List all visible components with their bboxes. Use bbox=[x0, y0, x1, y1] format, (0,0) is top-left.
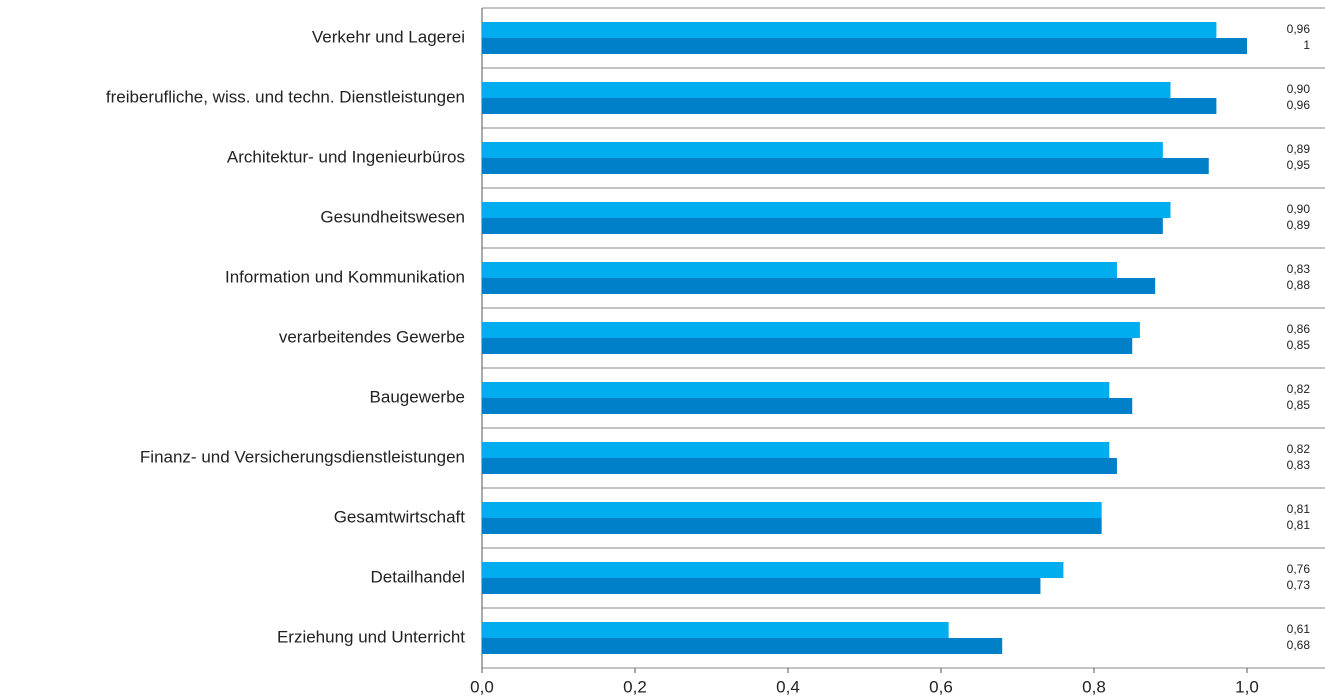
value-label: 0,95 bbox=[1287, 158, 1311, 172]
bar bbox=[482, 98, 1217, 114]
bar bbox=[482, 158, 1209, 174]
x-tick-label: 0,4 bbox=[776, 677, 800, 696]
value-label: 0,73 bbox=[1287, 578, 1311, 592]
x-tick-label: 0,0 bbox=[470, 677, 494, 696]
value-label: 0,85 bbox=[1287, 398, 1311, 412]
value-label: 0,83 bbox=[1287, 458, 1311, 472]
bar bbox=[482, 142, 1163, 158]
value-label: 0,82 bbox=[1287, 442, 1311, 456]
value-label: 0,68 bbox=[1287, 638, 1311, 652]
bar bbox=[482, 38, 1247, 54]
value-label: 0,89 bbox=[1287, 218, 1311, 232]
value-label: 0,90 bbox=[1287, 202, 1311, 216]
category-label: Verkehr und Lagerei bbox=[312, 27, 465, 46]
bar bbox=[482, 202, 1171, 218]
category-label: Baugewerbe bbox=[370, 387, 465, 406]
x-tick-label: 0,2 bbox=[623, 677, 647, 696]
bar bbox=[482, 278, 1156, 294]
bar bbox=[482, 382, 1110, 398]
bar bbox=[482, 578, 1041, 594]
value-label: 0,88 bbox=[1287, 278, 1311, 292]
value-label: 0,86 bbox=[1287, 322, 1311, 336]
bar bbox=[482, 262, 1117, 278]
category-label: Detailhandel bbox=[370, 567, 465, 586]
bar bbox=[482, 398, 1133, 414]
bar bbox=[482, 622, 949, 638]
value-label: 1 bbox=[1303, 38, 1310, 52]
value-label: 0,82 bbox=[1287, 382, 1311, 396]
value-label: 0,61 bbox=[1287, 622, 1311, 636]
bar bbox=[482, 22, 1217, 38]
category-label: Erziehung und Unterricht bbox=[277, 627, 465, 646]
category-label: Gesundheitswesen bbox=[320, 207, 465, 226]
x-tick-label: 0,6 bbox=[929, 677, 953, 696]
bar bbox=[482, 518, 1102, 534]
value-label: 0,76 bbox=[1287, 562, 1311, 576]
bar bbox=[482, 458, 1117, 474]
category-label: Finanz- und Versicherungsdienstleistunge… bbox=[140, 447, 465, 466]
category-label: freiberufliche, wiss. und techn. Dienstl… bbox=[106, 87, 465, 106]
value-label: 0,85 bbox=[1287, 338, 1311, 352]
category-label: Information und Kommunikation bbox=[225, 267, 465, 286]
bar bbox=[482, 322, 1140, 338]
bar bbox=[482, 218, 1163, 234]
bar bbox=[482, 562, 1064, 578]
value-label: 0,89 bbox=[1287, 142, 1311, 156]
bar bbox=[482, 338, 1133, 354]
bar bbox=[482, 442, 1110, 458]
bar bbox=[482, 502, 1102, 518]
category-label: Architektur- und Ingenieurbüros bbox=[227, 147, 465, 166]
bar bbox=[482, 82, 1171, 98]
value-label: 0,90 bbox=[1287, 82, 1311, 96]
value-label: 0,83 bbox=[1287, 262, 1311, 276]
category-label: verarbeitendes Gewerbe bbox=[279, 327, 465, 346]
value-label: 0,81 bbox=[1287, 518, 1311, 532]
bar bbox=[482, 638, 1003, 654]
value-label: 0,96 bbox=[1287, 22, 1311, 36]
x-tick-label: 0,8 bbox=[1082, 677, 1106, 696]
category-label: Gesamtwirtschaft bbox=[334, 507, 466, 526]
value-label: 0,96 bbox=[1287, 98, 1311, 112]
x-tick-label: 1,0 bbox=[1235, 677, 1259, 696]
value-label: 0,81 bbox=[1287, 502, 1311, 516]
